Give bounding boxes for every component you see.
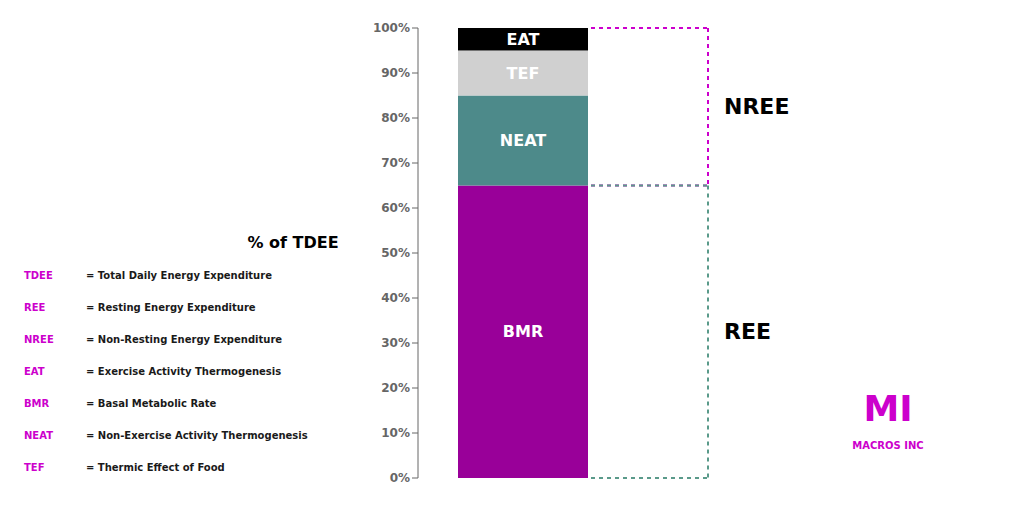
html-text:% of TDEE: % of TDEE (247, 233, 339, 252)
svg-text:90%: 90% (381, 66, 410, 80)
svg-text:50%: 50% (381, 246, 410, 260)
svg-text:REE: REE (724, 319, 771, 344)
svg-text:40%: 40% (381, 291, 410, 305)
html-text:= Thermic Effect of Food: = Thermic Effect of Food (86, 462, 225, 473)
svg-text:100%: 100% (373, 21, 410, 35)
html-text:= Total Daily Energy Expenditu: = Total Daily Energy Expenditure (86, 270, 272, 281)
svg-text:BMR: BMR (503, 322, 543, 341)
svg-text:70%: 70% (381, 156, 410, 170)
svg-text:10%: 10% (381, 426, 410, 440)
html-text:= Non-Exercise Activity Thermo: = Non-Exercise Activity Thermogenesis (86, 430, 308, 441)
svg-text:30%: 30% (381, 336, 410, 350)
svg-text:80%: 80% (381, 111, 410, 125)
svg-text:EAT: EAT (507, 30, 540, 49)
svg-text:NREE: NREE (724, 94, 789, 119)
html-text:BMR: BMR (24, 398, 50, 409)
html-text:TDEE: TDEE (24, 270, 53, 281)
html-text:= Basal Metabolic Rate: = Basal Metabolic Rate (86, 398, 217, 409)
html-text:NEAT: NEAT (24, 430, 53, 441)
svg-text:0%: 0% (390, 471, 410, 485)
html-text:TEF: TEF (24, 462, 45, 473)
html-text:REE: REE (24, 302, 46, 313)
svg-text:NEAT: NEAT (500, 131, 546, 150)
svg-text:20%: 20% (381, 381, 410, 395)
html-text:= Non-Resting Energy Expenditu: = Non-Resting Energy Expenditure (86, 334, 283, 345)
svg-text:TEF: TEF (507, 64, 540, 83)
html-text:= Resting Energy Expenditure: = Resting Energy Expenditure (86, 302, 256, 313)
html-text:= Exercise Activity Thermogene: = Exercise Activity Thermogenesis (86, 366, 282, 377)
html-text:MACROS INC: MACROS INC (852, 440, 924, 451)
html-text:MI: MI (863, 388, 913, 429)
svg-text:60%: 60% (381, 201, 410, 215)
html-text:EAT: EAT (24, 366, 45, 377)
html-text:NREE: NREE (24, 334, 54, 345)
